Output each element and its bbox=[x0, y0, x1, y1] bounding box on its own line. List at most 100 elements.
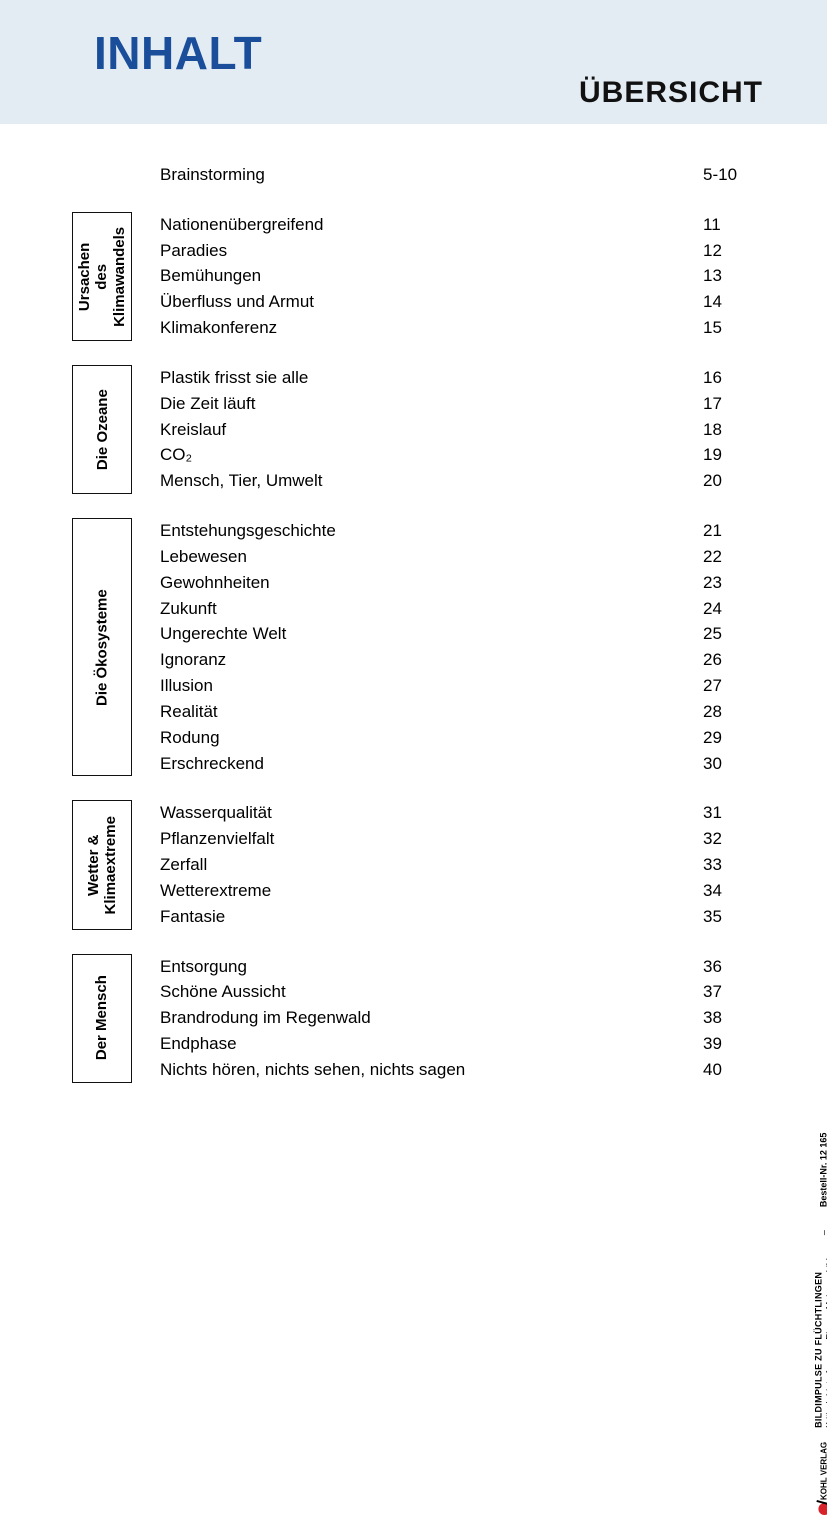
section-sidebar-label: UrsachendesKlimawandels bbox=[76, 226, 128, 326]
toc-row: Rodung29 bbox=[160, 725, 763, 751]
toc-row: Erschreckend30 bbox=[160, 751, 763, 777]
page-title: INHALT bbox=[94, 26, 262, 80]
section-sidebar-box: Wetter &Klimaextreme bbox=[72, 800, 132, 929]
section-sidebar-box: Die Ozeane bbox=[72, 365, 132, 494]
publisher-logo: KOHL VERLAG bbox=[816, 1442, 827, 1515]
toc-label: Illusion bbox=[160, 673, 703, 699]
toc-row: Wetterextreme34 bbox=[160, 878, 763, 904]
toc-label: Entstehungsgeschichte bbox=[160, 518, 703, 544]
page-subtitle: ÜBERSICHT bbox=[579, 76, 763, 110]
toc-label: Endphase bbox=[160, 1031, 703, 1057]
toc-page: 40 bbox=[703, 1057, 763, 1083]
toc-row: CO₂19 bbox=[160, 442, 763, 468]
toc-label: Lebewesen bbox=[160, 544, 703, 570]
toc-label: Nichts hören, nichts sehen, nichts sagen bbox=[160, 1057, 703, 1083]
toc-label: Pflanzenvielfalt bbox=[160, 826, 703, 852]
footer-title: BILDIMPULSE ZU FLÜCHTLINGEN bbox=[813, 1249, 824, 1429]
toc-page: 15 bbox=[703, 315, 763, 341]
toc-row: Mensch, Tier, Umwelt20 bbox=[160, 468, 763, 494]
toc-label: Paradies bbox=[160, 238, 703, 264]
toc-label: Realität bbox=[160, 699, 703, 725]
toc-label: Schöne Aussicht bbox=[160, 979, 703, 1005]
toc-page: 12 bbox=[703, 238, 763, 264]
intro-row: Brainstorming 5-10 bbox=[64, 162, 763, 188]
header-band: INHALT ÜBERSICHT bbox=[0, 0, 827, 124]
toc-label: Die Zeit läuft bbox=[160, 391, 703, 417]
toc-page: 27 bbox=[703, 673, 763, 699]
toc-page: 25 bbox=[703, 621, 763, 647]
toc-label: Ignoranz bbox=[160, 647, 703, 673]
section-sidebar-label: Die Ökosysteme bbox=[93, 589, 110, 706]
footer-sidebar: KOHL VERLAG BILDIMPULSE ZU FLÜCHTLINGEN … bbox=[813, 1133, 827, 1515]
toc-page: 30 bbox=[703, 751, 763, 777]
toc-label: CO₂ bbox=[160, 442, 703, 468]
toc-row: Realität28 bbox=[160, 699, 763, 725]
footer-dash: – bbox=[818, 1226, 827, 1241]
toc-row: Klimakonferenz15 bbox=[160, 315, 763, 341]
toc-page: 36 bbox=[703, 954, 763, 980]
toc-label: Rodung bbox=[160, 725, 703, 751]
toc-page: 37 bbox=[703, 979, 763, 1005]
toc-label: Mensch, Tier, Umwelt bbox=[160, 468, 703, 494]
toc-label: Bemühungen bbox=[160, 263, 703, 289]
toc-page: 32 bbox=[703, 826, 763, 852]
toc-section: Die Ozeane Plastik frisst sie alle16Die Z… bbox=[64, 365, 763, 494]
section-sidebar-label: Die Ozeane bbox=[93, 389, 110, 470]
section-sidebar-label: Der Mensch bbox=[93, 976, 110, 1061]
toc-row: Illusion27 bbox=[160, 673, 763, 699]
toc-page: 38 bbox=[703, 1005, 763, 1031]
toc-label: Entsorgung bbox=[160, 954, 703, 980]
toc-row: Brainstorming 5-10 bbox=[160, 162, 763, 188]
toc-row: Bemühungen13 bbox=[160, 263, 763, 289]
toc-row: Überfluss und Armut14 bbox=[160, 289, 763, 315]
toc-label: Gewohnheiten bbox=[160, 570, 703, 596]
toc-row: Entstehungsgeschichte21 bbox=[160, 518, 763, 544]
toc-row: Fantasie35 bbox=[160, 904, 763, 930]
toc-page: 29 bbox=[703, 725, 763, 751]
toc-page: 19 bbox=[703, 442, 763, 468]
toc-page: 14 bbox=[703, 289, 763, 315]
toc-row: Zerfall33 bbox=[160, 852, 763, 878]
toc-label: Kreislauf bbox=[160, 417, 703, 443]
toc-row: Ignoranz26 bbox=[160, 647, 763, 673]
toc-label: Zukunft bbox=[160, 596, 703, 622]
publisher-name: KOHL VERLAG bbox=[819, 1442, 827, 1500]
toc-page: 18 bbox=[703, 417, 763, 443]
toc-label: Überfluss und Armut bbox=[160, 289, 703, 315]
toc-page: 21 bbox=[703, 518, 763, 544]
toc-page: 33 bbox=[703, 852, 763, 878]
toc-label: Nationenübergreifend bbox=[160, 212, 703, 238]
toc-section: UrsachendesKlimawandels Nationenübergreif… bbox=[64, 212, 763, 341]
toc-label: Zerfall bbox=[160, 852, 703, 878]
toc-page: 17 bbox=[703, 391, 763, 417]
toc-content: Brainstorming 5-10 UrsachendesKlimawande… bbox=[0, 124, 827, 1083]
section-sidebar-box: UrsachendesKlimawandels bbox=[72, 212, 132, 341]
toc-page: 24 bbox=[703, 596, 763, 622]
toc-row: Zukunft24 bbox=[160, 596, 763, 622]
section-sidebar-box: Der Mensch bbox=[72, 954, 132, 1083]
toc-row: Nichts hören, nichts sehen, nichts sagen… bbox=[160, 1057, 763, 1083]
toc-label: Brandrodung im Regenwald bbox=[160, 1005, 703, 1031]
toc-page: 26 bbox=[703, 647, 763, 673]
toc-page: 16 bbox=[703, 365, 763, 391]
toc-section: Die Ökosysteme Entstehungsgeschichte21Leb… bbox=[64, 518, 763, 776]
toc-page: 5-10 bbox=[703, 162, 763, 188]
toc-row: Ungerechte Welt25 bbox=[160, 621, 763, 647]
toc-label: Fantasie bbox=[160, 904, 703, 930]
toc-row: Gewohnheiten23 bbox=[160, 570, 763, 596]
toc-row: Brandrodung im Regenwald38 bbox=[160, 1005, 763, 1031]
toc-page: 34 bbox=[703, 878, 763, 904]
toc-page: 13 bbox=[703, 263, 763, 289]
toc-section: Der Mensch Entsorgung36Schöne Aussicht37B… bbox=[64, 954, 763, 1083]
toc-row: Pflanzenvielfalt32 bbox=[160, 826, 763, 852]
toc-row: Die Zeit läuft17 bbox=[160, 391, 763, 417]
toc-section: Wetter &KlimaextremeWasserqualität31Pfla… bbox=[64, 800, 763, 929]
toc-row: Plastik frisst sie alle16 bbox=[160, 365, 763, 391]
toc-label: Erschreckend bbox=[160, 751, 703, 777]
toc-row: Paradies12 bbox=[160, 238, 763, 264]
toc-page: 22 bbox=[703, 544, 763, 570]
toc-label: Wetterextreme bbox=[160, 878, 703, 904]
toc-page: 28 bbox=[703, 699, 763, 725]
order-number: Bestell-Nr. 12 165 bbox=[818, 1133, 827, 1208]
toc-row: Entsorgung36 bbox=[160, 954, 763, 980]
